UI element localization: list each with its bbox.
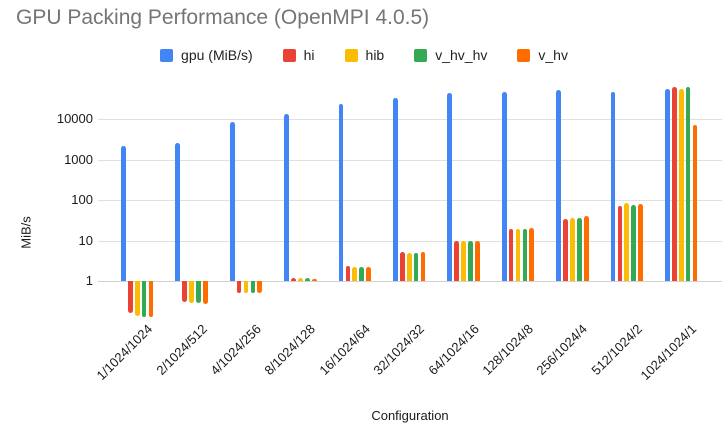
- bar-hi[interactable]: [563, 218, 568, 281]
- bar-gpu-mib-s-[interactable]: [501, 92, 507, 281]
- legend: gpu (MiB/s) hi hib v_hv_hv v_hv: [0, 47, 728, 63]
- bar-hib[interactable]: [352, 267, 358, 281]
- bar-hib[interactable]: [570, 217, 575, 281]
- y-tick-label: 10000: [56, 111, 93, 126]
- legend-label: gpu (MiB/s): [181, 47, 253, 63]
- bar-hi[interactable]: [617, 206, 623, 281]
- bar-v-hv[interactable]: [420, 252, 426, 281]
- bar-v-hv-hv[interactable]: [359, 267, 365, 281]
- bar-v-hv[interactable]: [311, 278, 317, 281]
- bar-v-hv-hv[interactable]: [413, 253, 419, 281]
- bar-v-hv-hv[interactable]: [250, 281, 256, 294]
- bar-v-hv[interactable]: [257, 281, 263, 294]
- gridline: [98, 200, 722, 201]
- x-tick-label: 64/1024/16: [424, 321, 482, 378]
- legend-item-v-hv: v_hv: [517, 47, 568, 63]
- bar-gpu-mib-s-[interactable]: [393, 97, 398, 281]
- y-tick-label: 10: [78, 232, 93, 248]
- y-tick-label: 100: [71, 192, 93, 207]
- legend-label: v_hv: [538, 47, 568, 63]
- bar-v-hv[interactable]: [148, 281, 154, 317]
- legend-swatch-icon: [160, 48, 174, 62]
- gridline: [98, 240, 722, 242]
- bar-gpu-mib-s-[interactable]: [121, 145, 126, 281]
- legend-item-gpu-mib-s-: gpu (MiB/s): [160, 47, 253, 63]
- legend-item-hib: hib: [344, 47, 385, 63]
- bar-v-hv[interactable]: [583, 216, 589, 281]
- bar-gpu-mib-s-[interactable]: [665, 89, 670, 281]
- x-tick-label: 1/1024/1024: [93, 321, 156, 384]
- y-axis-title: MiB/s: [18, 216, 34, 249]
- bar-hib[interactable]: [243, 281, 249, 294]
- legend-label: hi: [303, 47, 315, 63]
- gridline: [98, 119, 722, 120]
- x-tick-label: 8/1024/128: [261, 321, 319, 378]
- x-tick-label: 2/1024/512: [152, 321, 210, 378]
- bar-v-hv[interactable]: [203, 281, 208, 304]
- x-tick-label: 16/1024/64: [316, 321, 373, 378]
- bar-hi[interactable]: [399, 252, 405, 281]
- bar-v-hv[interactable]: [638, 204, 643, 281]
- x-tick-label: 32/1024/32: [370, 321, 428, 378]
- bar-hi[interactable]: [671, 86, 677, 281]
- bar-gpu-mib-s-[interactable]: [556, 90, 561, 281]
- bar-v-hv-hv[interactable]: [522, 229, 528, 281]
- bar-hi[interactable]: [508, 229, 514, 281]
- bar-hib[interactable]: [461, 241, 466, 281]
- legend-swatch-icon: [344, 48, 358, 62]
- bar-v-hv[interactable]: [475, 241, 480, 281]
- x-tick-label: 512/1024/2: [588, 321, 645, 378]
- bar-hib[interactable]: [406, 253, 412, 281]
- legend-label: hib: [365, 47, 385, 63]
- x-tick-label: 256/1024/4: [533, 321, 591, 378]
- bar-v-hv-hv[interactable]: [141, 281, 147, 317]
- bar-gpu-mib-s-[interactable]: [229, 121, 235, 281]
- bar-hib[interactable]: [624, 203, 630, 281]
- y-tick-label: 1: [85, 273, 93, 288]
- bar-hi[interactable]: [127, 281, 133, 314]
- bar-gpu-mib-s-[interactable]: [338, 104, 344, 281]
- x-tick-label: 4/1024/256: [207, 321, 264, 378]
- bar-hi[interactable]: [291, 277, 296, 281]
- legend-swatch-icon: [517, 48, 531, 62]
- gridline: [98, 281, 722, 282]
- bar-gpu-mib-s-[interactable]: [284, 114, 289, 281]
- x-tick-label: 128/1024/8: [479, 321, 536, 378]
- bar-v-hv-hv[interactable]: [685, 86, 691, 281]
- bar-hib[interactable]: [298, 277, 303, 281]
- bar-gpu-mib-s-[interactable]: [175, 142, 181, 281]
- y-tick-label: 1000: [64, 151, 93, 167]
- bar-hi[interactable]: [182, 281, 188, 303]
- bar-v-hv-hv[interactable]: [576, 218, 582, 281]
- legend-swatch-icon: [414, 48, 428, 62]
- bar-v-hv[interactable]: [366, 267, 371, 281]
- bar-v-hv-hv[interactable]: [304, 277, 310, 281]
- bar-hi[interactable]: [345, 265, 351, 281]
- legend-label: v_hv_hv: [435, 47, 488, 63]
- bar-v-hv-hv[interactable]: [631, 205, 637, 281]
- bar-gpu-mib-s-[interactable]: [610, 92, 616, 281]
- x-tick-label: 1024/1024/1: [637, 321, 700, 384]
- x-axis-title: Configuration: [371, 408, 449, 423]
- bar-v-hv-hv[interactable]: [196, 281, 201, 304]
- legend-item-hi: hi: [282, 47, 315, 63]
- legend-item-v-hv-hv: v_hv_hv: [414, 47, 487, 63]
- bar-v-hv[interactable]: [692, 125, 698, 281]
- legend-swatch-icon: [282, 48, 296, 62]
- bar-hi[interactable]: [454, 240, 460, 281]
- gridline: [98, 159, 722, 161]
- bar-hib[interactable]: [134, 281, 140, 316]
- bar-hi[interactable]: [236, 281, 242, 294]
- bar-hib[interactable]: [515, 229, 521, 281]
- bar-hib[interactable]: [678, 89, 684, 281]
- chart-title: GPU Packing Performance (OpenMPI 4.0.5): [16, 6, 430, 29]
- bar-gpu-mib-s-[interactable]: [447, 92, 453, 281]
- bar-hib[interactable]: [189, 281, 194, 304]
- bar-v-hv-hv[interactable]: [468, 241, 473, 281]
- bar-v-hv[interactable]: [529, 228, 535, 281]
